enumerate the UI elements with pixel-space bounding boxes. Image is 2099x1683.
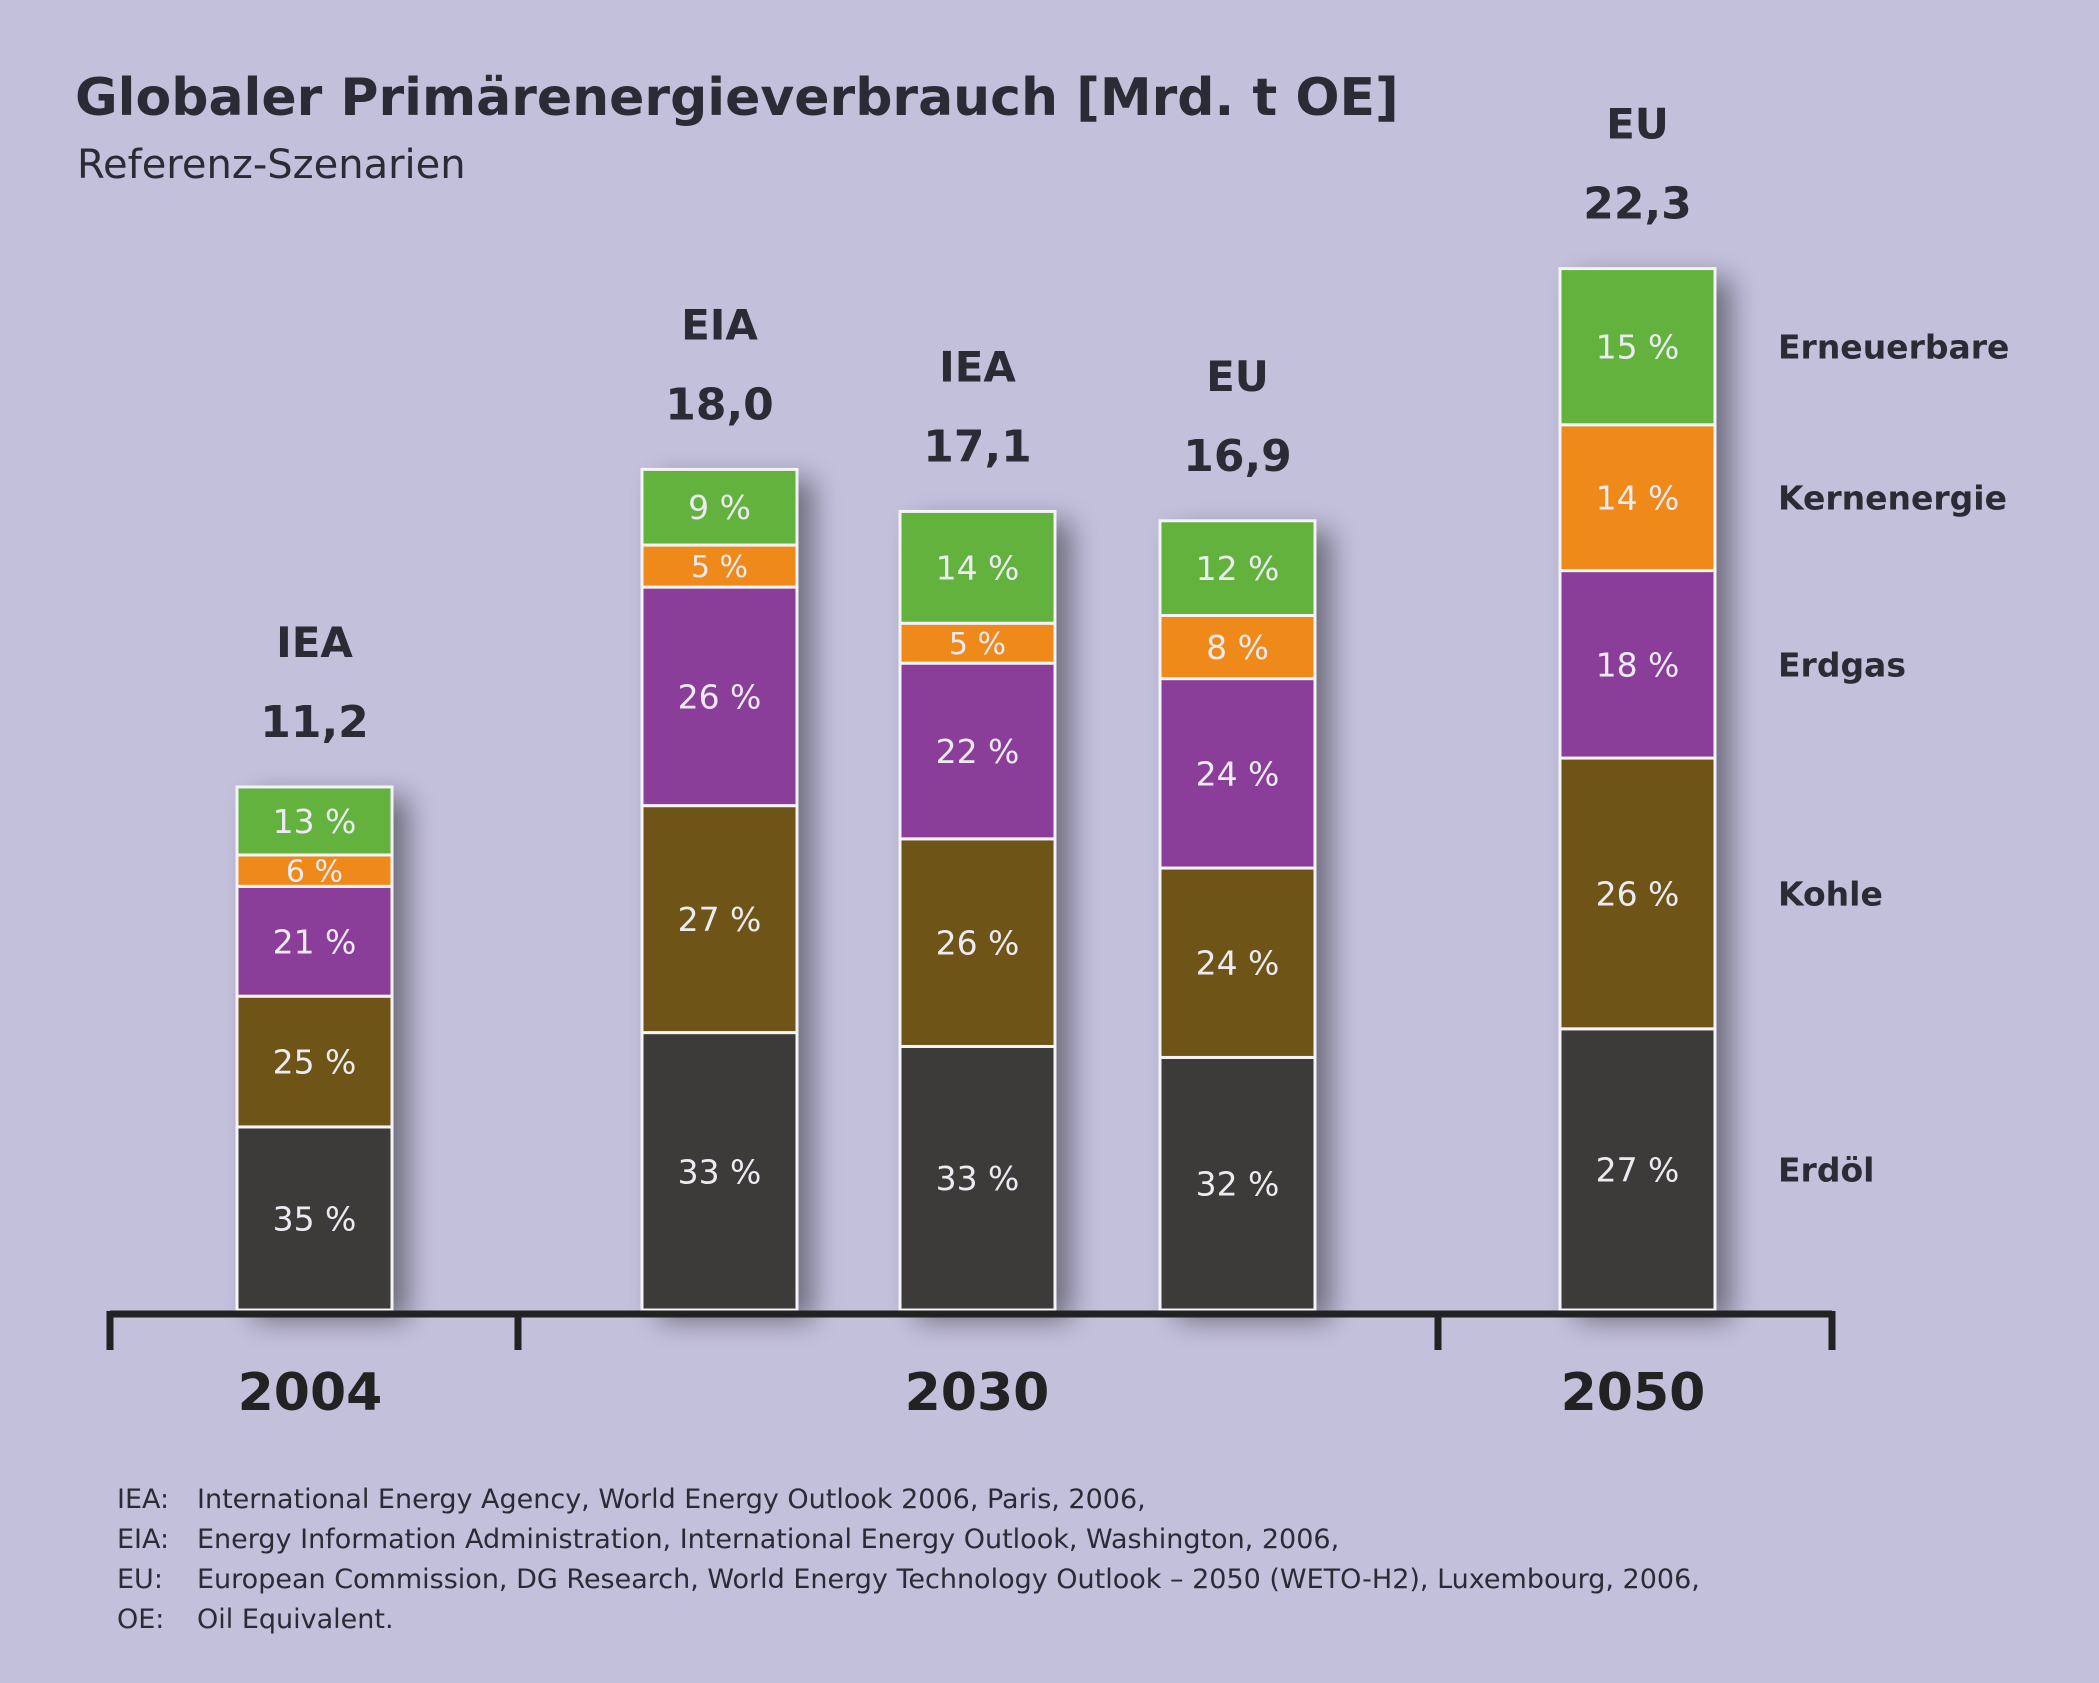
segment-label: 12 % [1196, 549, 1280, 588]
segment-label: 33 % [936, 1159, 1020, 1198]
footnote-abbr: IEA: [117, 1484, 170, 1515]
legend-entry-erneuerbare: Erneuerbare [1778, 328, 2009, 367]
legend-entry-erdöl: Erdöl [1778, 1150, 1874, 1189]
bar-3: 32 % 24 % 24 % 8 % 12 % 16,9 EU [1158, 352, 1317, 1312]
segment-kohle [1558, 756, 1717, 1031]
bar-total-label: 18,0 [665, 379, 774, 430]
footnote-text: Oil Equivalent. [197, 1604, 394, 1635]
segment-label: 8 % [1206, 628, 1269, 667]
segment-label: 26 % [678, 677, 762, 716]
segment-kohle [1158, 866, 1317, 1059]
segment-erdöl [235, 1125, 394, 1312]
bar-0: 35 % 25 % 21 % 6 % 13 % 11,2 IEA [235, 618, 394, 1312]
footnote-eia: EIA: Energy Information Administration, … [117, 1520, 1700, 1560]
segment-label: 27 % [678, 900, 762, 939]
x-group-label: 2004 [238, 1363, 383, 1423]
footnotes: IEA: International Energy Agency, World … [117, 1480, 1700, 1640]
segment-kernenergie [898, 621, 1057, 665]
bar-source-label: EU [1606, 100, 1669, 149]
segment-kernenergie [235, 853, 394, 888]
x-group-label: 2050 [1561, 1363, 1706, 1423]
bar-source-label: IEA [276, 618, 353, 667]
segment-erneuerbare [1558, 267, 1717, 427]
segment-erdgas [898, 661, 1057, 841]
footnote-abbr: EIA: [117, 1524, 170, 1555]
segment-label: 13 % [273, 802, 357, 841]
segment-erdgas [1558, 569, 1717, 760]
bar-total-label: 11,2 [260, 697, 369, 748]
footnote-text: European Commission, DG Research, World … [197, 1564, 1700, 1595]
footnote-text: International Energy Agency, World Energ… [197, 1484, 1146, 1515]
segment-label: 6 % [286, 855, 343, 890]
bar-total-label: 17,1 [923, 421, 1032, 472]
segment-label: 26 % [936, 924, 1020, 963]
segment-label: 14 % [936, 548, 1020, 587]
segment-label: 27 % [1596, 1150, 1680, 1189]
bar-4: 27 % 26 % 18 % 14 % 15 % 22,3 EU [1558, 100, 1717, 1312]
legend-entry-kernenergie: Kernenergie [1778, 479, 2007, 518]
segment-label: 21 % [273, 922, 357, 961]
bar-1: 33 % 27 % 26 % 5 % 9 % 18,0 EIA [640, 300, 799, 1312]
bar-source-label: EU [1206, 352, 1269, 401]
chart-title: Globaler Primärenergieverbrauch [Mrd. t … [75, 68, 1399, 128]
segment-kohle [640, 804, 799, 1035]
bar-source-label: IEA [939, 342, 1016, 391]
footnote-eu: EU: European Commission, DG Research, Wo… [117, 1560, 1700, 1600]
segment-label: 33 % [678, 1152, 762, 1191]
segment-erneuerbare [235, 785, 394, 857]
segment-label: 35 % [273, 1199, 357, 1238]
segment-label: 22 % [936, 732, 1020, 771]
segment-label: 24 % [1196, 944, 1280, 983]
segment-erneuerbare [640, 467, 799, 547]
segment-erdöl [1558, 1027, 1717, 1312]
segment-kernenergie [1558, 423, 1717, 573]
segment-label: 15 % [1596, 328, 1680, 367]
x-group-label: 2030 [905, 1363, 1050, 1423]
bar-source-label: EIA [681, 300, 758, 349]
segment-erdöl [1158, 1055, 1317, 1312]
segment-erneuerbare [1158, 519, 1317, 617]
segment-label: 25 % [273, 1043, 357, 1082]
segment-kohle [235, 994, 394, 1129]
bar-2: 33 % 26 % 22 % 5 % 14 % 17,1 IEA [898, 342, 1057, 1312]
segment-erdgas [640, 585, 799, 808]
segment-label: 26 % [1596, 874, 1680, 913]
footnote-oe: OE: Oil Equivalent. [117, 1600, 1700, 1640]
bar-total-label: 22,3 [1583, 179, 1692, 230]
segment-label: 9 % [688, 488, 751, 527]
legend-entry-kohle: Kohle [1778, 874, 1883, 913]
segment-label: 18 % [1596, 645, 1680, 684]
segment-label: 24 % [1196, 754, 1280, 793]
segment-kohle [898, 837, 1057, 1048]
footnote-iea: IEA: International Energy Agency, World … [117, 1480, 1700, 1520]
footnote-text: Energy Information Administration, Inter… [197, 1524, 1340, 1555]
chart-subtitle: Referenz-Szenarien [77, 142, 466, 188]
segment-erdöl [898, 1044, 1057, 1312]
segment-erdöl [640, 1031, 799, 1312]
segment-label: 14 % [1596, 479, 1680, 518]
segment-erneuerbare [898, 509, 1057, 625]
legend-entry-erdgas: Erdgas [1778, 645, 1906, 684]
segment-kernenergie [1158, 613, 1317, 681]
segment-label: 5 % [949, 627, 1006, 662]
segment-erdgas [1158, 677, 1317, 870]
segment-label: 5 % [691, 550, 748, 585]
bar-total-label: 16,9 [1183, 431, 1292, 482]
footnote-abbr: EU: [117, 1564, 163, 1595]
segment-label: 32 % [1196, 1165, 1280, 1204]
footnote-abbr: OE: [117, 1604, 165, 1635]
